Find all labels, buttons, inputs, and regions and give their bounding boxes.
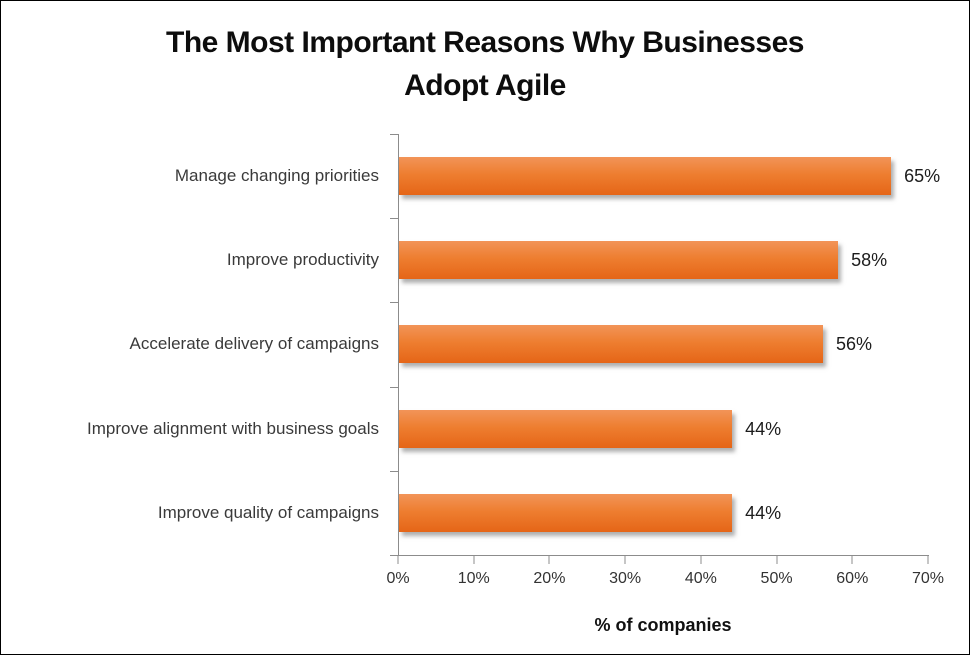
bar-value-label: 65% bbox=[904, 165, 941, 186]
x-tick-label: 50% bbox=[760, 570, 793, 587]
y-axis-tick bbox=[390, 555, 398, 556]
x-axis-ticks: 0% 10% 20% 30% 40% 50% 60% 70% bbox=[386, 555, 944, 595]
x-tick-label: 0% bbox=[386, 570, 410, 587]
x-tick-label: 70% bbox=[911, 570, 945, 587]
category-label: Accelerate delivery of campaigns bbox=[129, 334, 379, 353]
x-axis-tick bbox=[473, 556, 475, 564]
bar-row: 56% bbox=[399, 325, 929, 363]
bar-value-label: 56% bbox=[836, 333, 873, 354]
bar bbox=[399, 410, 733, 448]
category-label: Improve productivity bbox=[226, 250, 379, 269]
x-tick-label: 10% bbox=[457, 570, 490, 587]
x-axis-tick bbox=[851, 556, 853, 564]
y-axis-tick bbox=[390, 387, 398, 388]
x-axis-tick bbox=[548, 556, 550, 564]
x-tick-label: 40% bbox=[684, 570, 717, 587]
chart-title: The Most Important Reasons Why Businesse… bbox=[1, 21, 969, 107]
bar bbox=[399, 494, 733, 532]
x-axis-title: % of companies bbox=[594, 615, 732, 635]
y-axis-tick bbox=[390, 134, 398, 135]
x-tick-label: 30% bbox=[609, 570, 642, 587]
category-label: Improve quality of campaigns bbox=[157, 503, 379, 522]
x-axis-tick bbox=[700, 556, 702, 564]
x-tick-label: 20% bbox=[533, 570, 566, 587]
y-axis-line bbox=[398, 134, 399, 555]
bar-row: 65% bbox=[399, 157, 940, 195]
y-axis-tick bbox=[390, 302, 398, 303]
x-axis-tick bbox=[927, 556, 929, 564]
category-label: Improve alignment with business goals bbox=[87, 419, 379, 438]
bar-row: 44% bbox=[399, 410, 929, 448]
x-tick-label: 60% bbox=[836, 570, 869, 587]
x-axis-tick bbox=[624, 556, 626, 564]
bar bbox=[399, 241, 839, 279]
bar bbox=[399, 157, 892, 195]
bar-value-label: 44% bbox=[745, 418, 782, 439]
bar-row: 58% bbox=[399, 241, 929, 279]
category-label: Manage changing priorities bbox=[174, 166, 379, 185]
bar-value-label: 58% bbox=[851, 249, 888, 270]
y-axis-tick bbox=[390, 471, 398, 472]
bar-value-label: 44% bbox=[745, 502, 782, 523]
chart-title-line-1: The Most Important Reasons Why Businesse… bbox=[166, 26, 804, 59]
y-axis-tick bbox=[390, 218, 398, 219]
chart-title-line-2: Adopt Agile bbox=[404, 69, 566, 102]
x-axis-tick bbox=[397, 556, 399, 564]
bar-row: 44% bbox=[399, 494, 929, 532]
x-axis-line bbox=[398, 555, 929, 556]
bar bbox=[399, 325, 823, 363]
x-axis-tick bbox=[776, 556, 778, 564]
